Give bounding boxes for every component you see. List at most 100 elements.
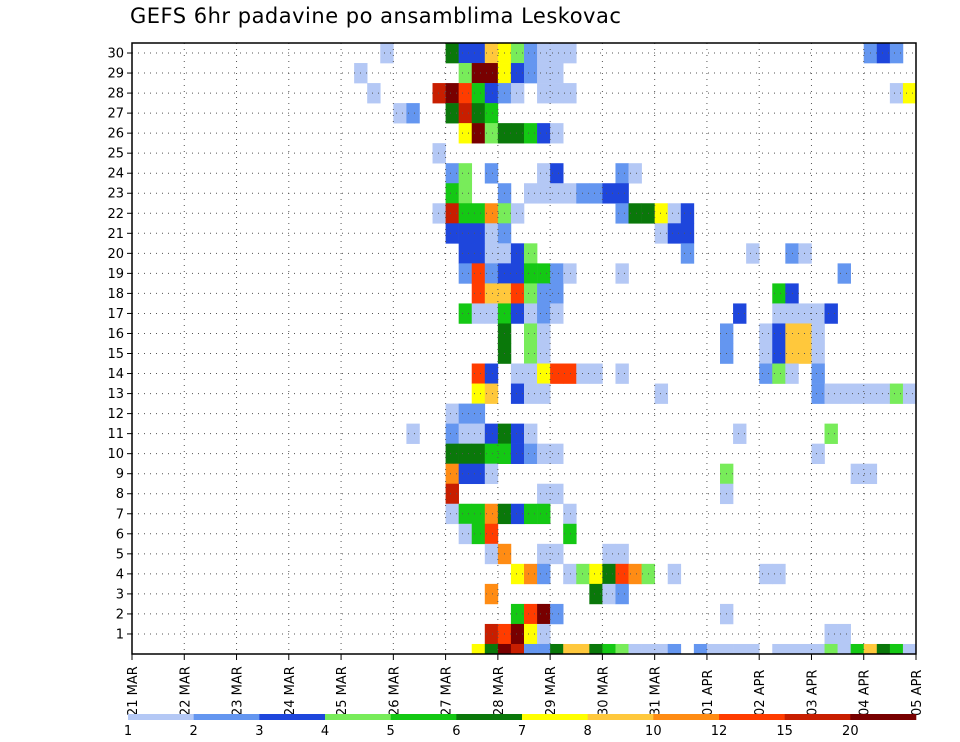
heatmap-cell [458, 83, 473, 104]
heatmap-cell [772, 343, 786, 364]
heatmap-cell [445, 43, 459, 64]
heatmap-cell [863, 643, 878, 655]
colorbar-segment [653, 714, 720, 720]
heatmap-cell [406, 103, 420, 124]
heatmap-cell [589, 183, 603, 204]
colorbar-label: 3 [255, 724, 263, 739]
heatmap-cell [785, 643, 799, 655]
heatmap-cell [563, 363, 577, 384]
heatmap-cell [510, 203, 525, 224]
heatmap-cell [524, 383, 538, 404]
heatmap-cell [484, 63, 499, 84]
heatmap-cell [484, 503, 499, 525]
heatmap-cell [550, 83, 564, 104]
y-tick-label: 15 [107, 347, 124, 362]
heatmap-cell [524, 243, 538, 264]
heatmap-cell [484, 243, 499, 264]
heatmap-cell [524, 343, 538, 364]
heatmap-cell [824, 643, 838, 655]
heatmap-cell [733, 303, 747, 324]
heatmap-cell [602, 583, 616, 605]
heatmap-cell [510, 263, 525, 284]
heatmap-cell [458, 203, 473, 224]
y-tick-label: 2 [116, 607, 124, 622]
heatmap-cell [550, 543, 564, 565]
heatmap-cell [484, 203, 499, 224]
y-tick-label: 22 [107, 207, 124, 222]
heatmap-cell [458, 63, 473, 84]
heatmap-cell [537, 363, 551, 384]
heatmap-cell [550, 483, 564, 505]
heatmap-cell [484, 583, 499, 605]
heatmap-cell [550, 123, 564, 144]
heatmap-cell [471, 423, 486, 444]
y-axis: 1234567891011121314151617181920212223242… [107, 47, 132, 642]
y-tick-label: 29 [107, 67, 124, 82]
colorbar: 1 2 3 4 5 6 7 8 10 12 15 20 [124, 714, 917, 739]
heatmap-cell [759, 363, 773, 384]
heatmap-cell [589, 563, 603, 585]
y-tick-label: 7 [116, 507, 124, 522]
heatmap-cell [510, 443, 525, 464]
heatmap-cell [524, 283, 538, 304]
heatmap-cell [628, 163, 642, 184]
heatmap-cell [537, 283, 551, 304]
heatmap-cell [628, 203, 642, 224]
colorbar-label: 12 [711, 724, 728, 739]
heatmap-cell [537, 383, 551, 404]
chart-title: GEFS 6hr padavine po ansamblima Leskovac [130, 4, 622, 28]
x-tick-label: 24 MAR [283, 666, 298, 716]
heatmap-cell [471, 383, 486, 404]
heatmap-cell [876, 43, 891, 64]
heatmap-cell [550, 443, 564, 464]
y-tick-label: 1 [116, 627, 124, 642]
heatmap-cell [510, 283, 525, 304]
heatmap-cell [458, 123, 473, 144]
colorbar-segment [784, 714, 851, 720]
heatmap-cell [471, 503, 486, 525]
heatmap-cell [524, 303, 538, 324]
heatmap-cell [524, 503, 538, 525]
heatmap-cell [537, 323, 551, 344]
heatmap-cell [537, 483, 551, 505]
heatmap-cell [537, 123, 551, 144]
heatmap-cell [654, 223, 669, 244]
heatmap-cell [471, 223, 486, 244]
heatmap-cell [484, 463, 499, 485]
colorbar-label: 6 [452, 724, 460, 739]
heatmap-cell [615, 163, 629, 184]
colorbar-segment [193, 714, 260, 720]
x-tick-label: 05 APR [910, 670, 925, 716]
heatmap-cell [693, 643, 708, 655]
heatmap-cell [798, 643, 812, 655]
heatmap-cell [902, 643, 917, 655]
y-tick-label: 30 [107, 47, 124, 62]
x-tick-label: 21 MAR [126, 666, 141, 716]
heatmap-cell [824, 303, 838, 324]
heatmap-cell [667, 643, 682, 655]
heatmap-cell [432, 83, 446, 104]
heatmap-cell [589, 583, 603, 605]
heatmap-cell [471, 243, 486, 264]
heatmap-cell [471, 283, 486, 304]
heatmap-cell [772, 303, 786, 324]
heatmap-cell [497, 643, 512, 655]
y-tick-label: 21 [107, 227, 124, 242]
heatmap-cell [524, 563, 538, 585]
colorbar-segment [587, 714, 654, 720]
y-tick-label: 17 [107, 307, 124, 322]
heatmap-cell [824, 423, 838, 444]
heatmap-cell [850, 463, 865, 485]
heatmap-cell [563, 83, 577, 104]
heatmap-cell [458, 423, 473, 444]
heatmap-cell [550, 603, 564, 625]
heatmap-cell [445, 423, 459, 444]
heatmap-cell [798, 343, 812, 364]
heatmap-cell [680, 203, 695, 224]
y-tick-label: 5 [116, 547, 124, 562]
colorbar-segment [456, 714, 523, 720]
heatmap-cell [589, 363, 603, 384]
colorbar-segment [325, 714, 391, 720]
heatmap-cell [510, 243, 525, 264]
y-tick-label: 18 [107, 287, 124, 302]
